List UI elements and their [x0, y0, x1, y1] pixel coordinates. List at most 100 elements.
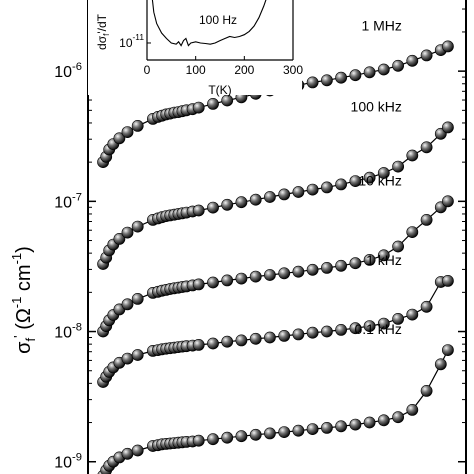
data-point [131, 120, 144, 132]
data-point [292, 265, 305, 278]
series-label: 10 kHz [358, 172, 402, 188]
inset-y-tick-label: 10-11 [119, 32, 144, 50]
data-point [192, 338, 205, 351]
inset-x-tick-label: 300 [283, 63, 303, 77]
data-point [420, 384, 433, 397]
data-point [377, 249, 390, 262]
data-point [335, 178, 347, 191]
data-point [349, 175, 362, 187]
data-point [441, 344, 454, 356]
data-point [207, 276, 219, 289]
data-point [221, 274, 234, 287]
data-point [441, 121, 454, 134]
data-point [392, 240, 404, 253]
data-point [335, 259, 347, 272]
data-point [363, 66, 376, 79]
data-point [292, 328, 305, 341]
data-point [406, 308, 419, 321]
data-point [406, 149, 419, 162]
main-plot: 10-6 10-7 10-8 10-9 1 MHz 100 kHz 10 kHz 1 kHz… [9, 0, 467, 474]
data-point [320, 74, 333, 87]
data-point [392, 160, 404, 173]
data-point [221, 431, 234, 444]
data-point [363, 253, 376, 266]
data-point [278, 188, 291, 201]
data-point [335, 420, 347, 433]
data-point [131, 349, 144, 361]
data-point [349, 418, 362, 431]
data-point [121, 447, 134, 460]
inset-x-tick-label: 100 [186, 63, 206, 77]
data-point [121, 126, 134, 139]
y-tick-label: 10-9 [54, 452, 82, 472]
data-point [263, 427, 276, 440]
data-point [121, 226, 134, 239]
data-point [320, 181, 333, 194]
data-point [249, 428, 262, 441]
data-point [349, 257, 362, 270]
series-label: 0.1 kHz [354, 321, 401, 337]
data-point [207, 201, 219, 214]
data-point [235, 196, 248, 209]
data-point [349, 69, 362, 82]
inset-plot: 0 100 200 300 10-1110-10 T(K) dσf'/dT 100 H… [88, 0, 303, 97]
data-point [392, 59, 404, 72]
data-point [121, 298, 134, 311]
data-point [441, 274, 454, 287]
series-points [97, 40, 454, 474]
inset-x-axis-ticks: 0 100 200 300 [144, 56, 303, 77]
inset-y-axis-ticks: 10-1110-10 [119, 32, 151, 50]
data-point [434, 358, 447, 371]
data-point [363, 171, 376, 184]
data-point [249, 193, 262, 206]
data-point [335, 71, 347, 84]
data-point [192, 434, 205, 447]
data-point [420, 49, 433, 62]
inset-series-line [151, 0, 267, 47]
data-point [406, 54, 419, 67]
y-axis-title: σf' (Ω-1 cm-1) [9, 246, 38, 354]
inset-x-axis-title: T(K) [208, 83, 231, 97]
data-point [320, 261, 333, 274]
y-tick-label: 10-7 [54, 191, 82, 211]
data-point [306, 183, 319, 196]
inset-x-tick-label: 0 [144, 63, 151, 77]
inset-series-label: 100 Hz [199, 13, 237, 27]
series-label: 100 kHz [351, 98, 402, 114]
data-point [292, 424, 305, 437]
series-label: 1 MHz [361, 17, 401, 33]
data-point [335, 323, 347, 336]
data-point [221, 335, 234, 348]
data-point [131, 220, 144, 233]
data-point [441, 40, 454, 53]
data-point [131, 292, 144, 305]
data-point [406, 403, 419, 416]
data-point [221, 198, 234, 211]
inset-series-line [151, 0, 267, 47]
data-point [306, 326, 319, 339]
data-point [392, 312, 404, 325]
data-point [363, 416, 376, 429]
series-label: 1 kHz [366, 252, 402, 268]
data-point [235, 334, 248, 347]
data-point [377, 63, 390, 76]
data-point [278, 329, 291, 342]
data-point [192, 278, 205, 291]
data-point [113, 232, 126, 245]
data-point [207, 433, 219, 446]
inset-frame [146, 0, 294, 61]
data-point [377, 167, 390, 179]
data-point [249, 270, 262, 283]
data-point [320, 421, 333, 434]
data-point [278, 267, 291, 280]
data-point [113, 132, 126, 145]
data-point [121, 352, 134, 365]
data-point [235, 430, 248, 443]
data-point [441, 195, 454, 208]
data-point [263, 331, 276, 344]
inset-y-axis-title: dσf'/dT [95, 13, 111, 50]
data-point [207, 98, 219, 110]
data-point [192, 204, 205, 217]
data-point [406, 226, 419, 238]
